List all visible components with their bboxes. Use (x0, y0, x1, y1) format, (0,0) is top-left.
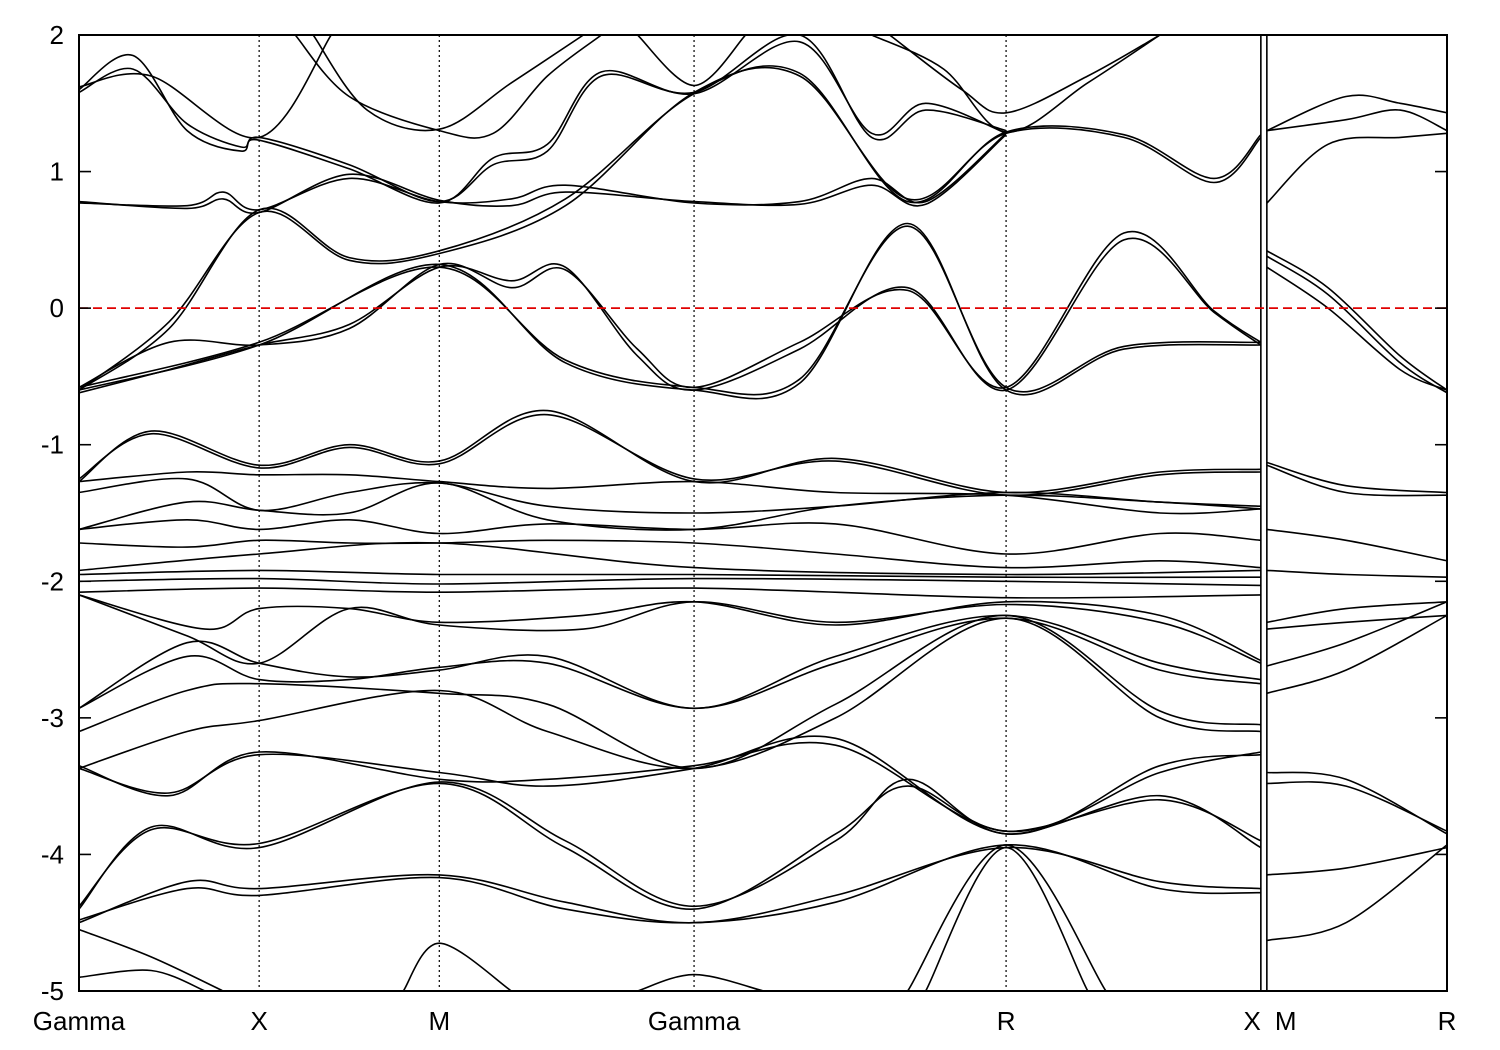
band-line-31 (79, 577, 1261, 587)
band-line-35 (79, 614, 1262, 710)
band-line-25 (79, 477, 1261, 514)
band-line-11 (294, 35, 602, 139)
band-line-9 (79, 40, 1007, 204)
band-line-48 (637, 973, 764, 991)
band-line-47 (402, 942, 512, 991)
band-line-17 (1266, 109, 1447, 132)
band-line-38 (79, 617, 1262, 770)
band-line-30 (79, 569, 1261, 579)
band-lines (79, 35, 1447, 991)
band-line-13 (636, 35, 747, 87)
band-line-45 (79, 928, 224, 991)
y-tick-label-3: -2 (41, 566, 64, 596)
band-line-34 (79, 594, 1262, 665)
band-line-12 (312, 35, 584, 132)
band-line-50 (925, 846, 1089, 991)
band-line-37 (79, 614, 1262, 770)
band-line-41 (79, 778, 1262, 910)
band-line-52 (1266, 464, 1447, 497)
band-line-46 (79, 969, 206, 991)
band-line-3 (79, 230, 1262, 389)
band-line-15 (871, 35, 1161, 133)
band-line-8 (79, 35, 1007, 203)
band-line-55 (1266, 601, 1447, 624)
band-line-20 (1266, 255, 1447, 394)
x-tick-label-1: X (250, 1006, 267, 1036)
band-line-44 (79, 844, 1261, 924)
band-line-42 (79, 782, 1262, 910)
band-line-53 (1266, 528, 1447, 562)
x-tick-label-4: R (997, 1006, 1016, 1036)
x-tick-label-2: M (428, 1006, 450, 1036)
band-line-56 (1266, 614, 1447, 630)
band-line-36 (79, 617, 1262, 710)
plot-frame (78, 34, 1448, 992)
band-line-26 (79, 482, 1261, 531)
band-line-51 (1266, 461, 1447, 494)
band-line-49 (907, 844, 1107, 991)
y-tick-label-5: 0 (50, 293, 64, 323)
band-line-7 (79, 134, 1007, 214)
y-tick-label-1: -4 (41, 839, 64, 869)
band-line-39 (79, 735, 1261, 835)
band-line-14 (889, 35, 1161, 114)
y-tick-label-4: -1 (41, 430, 64, 460)
band-line-2 (79, 237, 1262, 394)
band-line-27 (79, 518, 1261, 555)
band-line-62 (1266, 844, 1447, 942)
band-line-21 (1266, 266, 1447, 391)
band-line-24 (79, 470, 1261, 515)
band-line-18 (1266, 132, 1447, 204)
band-line-16 (1266, 94, 1447, 132)
y-tick-label-0: -5 (41, 976, 64, 1006)
x-tick-label-3: Gamma (648, 1006, 741, 1036)
x-tick-label-0: Gamma (33, 1006, 126, 1036)
band-line-6 (79, 132, 1007, 211)
band-line-40 (79, 741, 1262, 833)
band-line-19 (1266, 250, 1447, 391)
band-line-58 (1266, 614, 1447, 695)
x-tick-label-5: X (1244, 1006, 1261, 1036)
band-line-60 (1266, 781, 1447, 832)
band-line-61 (1266, 846, 1447, 876)
y-tick-label-2: -3 (41, 703, 64, 733)
band-line-22 (79, 409, 1261, 494)
band-line-54 (1266, 569, 1447, 578)
band-line-32 (79, 587, 1261, 599)
y-tick-label-7: 2 (50, 20, 64, 50)
band-line-29 (79, 541, 1261, 576)
x-tick-label-6: M (1275, 1006, 1297, 1036)
band-line-57 (1266, 601, 1447, 667)
band-line-33 (79, 594, 1262, 662)
band-line-28 (79, 539, 1261, 569)
band-line-10 (79, 35, 332, 139)
band-line-23 (79, 413, 1261, 497)
y-tick-label-6: 1 (50, 157, 64, 187)
x-tick-label-7: R (1438, 1006, 1457, 1036)
band-line-5 (79, 225, 1261, 396)
axes-group (78, 34, 1448, 992)
